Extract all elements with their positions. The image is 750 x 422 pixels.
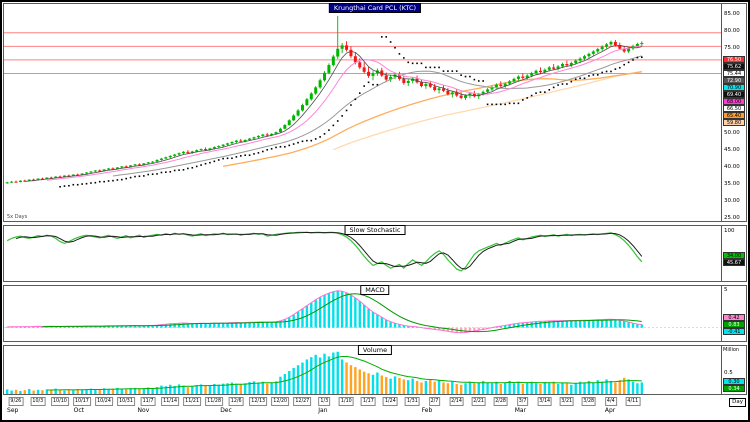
periodicity-box[interactable]: Day	[729, 398, 746, 407]
month-label: Sep	[7, 407, 19, 414]
date-tick: 12/20	[271, 397, 290, 406]
volume-unit-label: Million	[723, 347, 740, 353]
macd-panel: MACD 5 0 0.420.83-0.41	[3, 285, 747, 342]
date-tick: 10/31	[117, 397, 135, 406]
value-box: 75.62	[723, 63, 745, 70]
date-tick: 4/4	[604, 397, 617, 406]
month-label: Jan	[318, 407, 328, 414]
month-label: Apr	[604, 407, 616, 414]
date-tick: 1/10	[338, 397, 354, 406]
date-tick: 3/7	[516, 397, 529, 406]
date-tick: 12/6	[228, 397, 244, 406]
volume-mid-label: 0.5	[724, 370, 733, 376]
date-tick: 2/28	[493, 397, 508, 406]
month-label: Nov	[137, 407, 150, 414]
date-tick: 2/7	[428, 397, 441, 406]
date-tick: 10/3	[30, 397, 46, 406]
date-tick: 12/27	[293, 397, 312, 406]
value-box: 34.00	[723, 252, 745, 259]
value-box: 72.90	[723, 77, 745, 84]
price-axis-label: 40.00	[724, 163, 740, 170]
macd-value-boxes: 0.42 0.83 -0.41	[723, 314, 745, 335]
date-tick: 11/21	[183, 397, 202, 406]
value-box: 76.50	[723, 56, 745, 63]
stoch-svg[interactable]	[4, 226, 722, 281]
volume-svg[interactable]	[4, 346, 722, 394]
macd-title[interactable]: MACD	[360, 285, 390, 295]
chart-title[interactable]: Krungthai Card PCL (KTC)	[328, 3, 422, 13]
value-box: 70.90	[723, 84, 745, 91]
date-tick: 10/24	[95, 397, 113, 406]
price-axis-label: 75.00	[724, 45, 740, 52]
price-panel: Krungthai Card PCL (KTC) 85.00 80.00 75.00…	[3, 3, 747, 222]
month-label: Oct	[73, 407, 84, 414]
date-tick: 1/31	[405, 397, 420, 406]
price-axis-label: 35.00	[724, 180, 740, 187]
value-box: 0.83	[723, 321, 745, 328]
date-tick: 10/17	[72, 397, 91, 406]
date-tick: 11/7	[140, 397, 156, 406]
date-tick: 3/28	[581, 397, 597, 406]
price-axis-label: 45.00	[724, 146, 740, 153]
macd-axis-top-label: 5	[724, 287, 728, 293]
value-box: 45.67	[723, 259, 745, 266]
stochastic-panel: Slow Stochastic 100 34.00 45.67	[3, 225, 747, 282]
volume-value-boxes: 0.30 0.34	[723, 378, 745, 392]
date-tick: 9/26	[8, 397, 24, 406]
volume-title[interactable]: Volume	[357, 345, 393, 355]
date-tick: 3/21	[559, 397, 575, 406]
main-chart-svg[interactable]	[4, 4, 722, 221]
price-axis-label: 50.00	[724, 129, 740, 136]
price-axis-label: 80.00	[724, 28, 740, 35]
date-tick: 12/13	[249, 397, 268, 406]
zoom-note: 5x Days	[7, 214, 28, 220]
month-label: Feb	[421, 407, 433, 414]
stochastic-title[interactable]: Slow Stochastic	[344, 225, 406, 235]
volume-panel: Volume Million 0.5 0.30 0.34	[3, 345, 747, 395]
stoch-value-boxes: 34.00 45.67	[723, 252, 745, 266]
price-axis-label: 85.00	[724, 11, 740, 18]
price-axis-label: 25.00	[724, 214, 740, 221]
stoch-axis-top-label: 100	[724, 228, 735, 234]
date-tick: 11/28	[205, 397, 224, 406]
date-tick: 1/24	[383, 397, 398, 406]
value-box: 68.00	[723, 98, 745, 105]
value-box: 66.50	[723, 105, 745, 112]
date-tick: 1/3	[318, 397, 331, 406]
macd-svg[interactable]	[4, 286, 722, 341]
date-tick: 2/21	[471, 397, 486, 406]
value-box: 0.34	[723, 385, 745, 392]
price-value-boxes: 76.50 75.62 75.44 72.90 70.90 69.40 68.00 66.50…	[723, 56, 745, 126]
value-box: 0.42	[723, 314, 745, 321]
value-box: 69.40	[723, 91, 745, 98]
value-box: 0.30	[723, 378, 745, 385]
month-label: Dec	[220, 407, 232, 414]
date-tick: 10/10	[50, 397, 69, 406]
month-label: Mar	[514, 407, 527, 414]
date-tick: 4/11	[625, 397, 641, 406]
date-tick: 1/17	[361, 397, 376, 406]
date-tick: 3/14	[537, 397, 553, 406]
value-box: -0.41	[723, 328, 745, 335]
value-box: 65.40	[723, 112, 745, 119]
value-box: 75.44	[723, 70, 745, 77]
date-tick: 2/14	[449, 397, 464, 406]
price-axis-label: 30.00	[724, 197, 740, 204]
date-axis: Day 9/26 10/3 10/10 10/17 10/24 10/31 11/7 11/1…	[3, 396, 747, 418]
date-tick: 11/14	[161, 397, 180, 406]
value-box: 59.80	[723, 119, 745, 126]
